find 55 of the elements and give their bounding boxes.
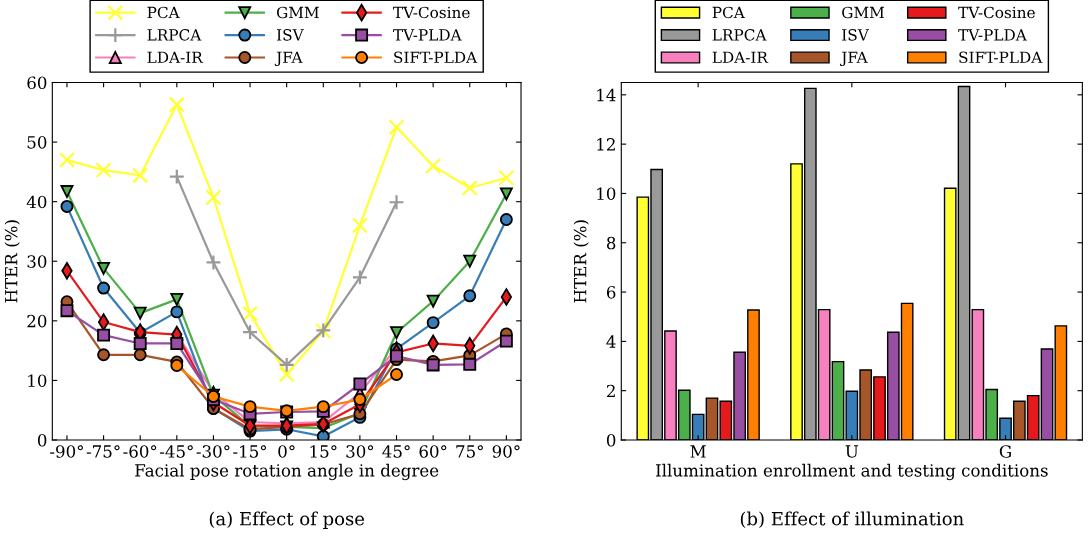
legend-label: GMM <box>276 6 319 19</box>
x-tick-label: 60° <box>419 445 447 458</box>
y-tick-label: 50 <box>27 136 47 149</box>
legend-label: TV-PLDA <box>958 29 1027 41</box>
x-tick-label: -60° <box>123 445 157 458</box>
text: (a) Effect of pose <box>209 511 365 529</box>
x-tick-label: 15° <box>310 445 337 458</box>
x-tick-label: -30° <box>196 445 230 458</box>
y-tick-label: 10 <box>28 374 47 387</box>
legend-label: LDA-IR <box>712 51 769 63</box>
legend-label: JFA <box>839 51 868 67</box>
x-tick-label: U <box>845 445 859 458</box>
x-tick-label: -45° <box>159 445 193 458</box>
legend-label: TV-PLDA <box>393 29 462 41</box>
legend-label: LRPCA <box>712 29 767 41</box>
y-tick-label: 4 <box>606 335 616 348</box>
legend-label: ISV <box>842 29 870 41</box>
legend-label: GMM <box>842 6 884 19</box>
x-tick-label: 0° <box>278 445 295 458</box>
legend-label: LDA-IR <box>147 51 204 63</box>
y-tick-label: 0 <box>606 433 616 447</box>
x-tick-label: 75° <box>456 445 483 458</box>
y-tick-label: 2 <box>606 384 615 398</box>
y-tick-label: 60 <box>27 76 47 90</box>
x-tick-label: 90° <box>492 445 520 458</box>
legend-label: PCA <box>712 6 745 19</box>
y-tick-label: 10 <box>597 187 616 201</box>
text: (b) Effect of illumination <box>740 511 964 529</box>
legend-label: JFA <box>274 51 303 67</box>
legend-label: TV-Cosine <box>393 6 470 19</box>
y-tick-label: 0 <box>37 433 47 447</box>
y-tick-label: 14 <box>597 88 616 102</box>
legend-label: LRPCA <box>147 29 202 41</box>
legend-label: TV-Cosine <box>958 6 1035 19</box>
legend-label: ISV <box>276 29 304 41</box>
x-tick-label: -75° <box>86 445 120 458</box>
legend-label: PCA <box>147 6 180 19</box>
y-axis-title: HTER (%) <box>4 220 20 303</box>
legend-label: SIFT-PLDA <box>394 51 478 64</box>
y-tick-label: 20 <box>27 314 47 328</box>
y-tick-label: 8 <box>606 236 616 250</box>
x-tick-label: -15° <box>233 445 267 458</box>
x-tick-label: -90° <box>50 445 83 458</box>
x-tick-label: M <box>690 445 706 458</box>
x-axis-title: Illumination enrollment and testing conditions <box>656 463 1048 481</box>
y-tick-label: 40 <box>26 195 47 209</box>
legend-label: SIFT-PLDA <box>959 51 1043 64</box>
y-tick-label: 6 <box>606 286 616 299</box>
x-tick-label: G <box>999 445 1011 458</box>
x-tick-label: 30° <box>346 445 374 458</box>
x-tick-label: 45° <box>382 445 410 458</box>
x-axis-title: Facial pose rotation angle in degree <box>135 463 439 481</box>
y-tick-label: 12 <box>597 138 615 151</box>
y-tick-label: 30 <box>27 255 47 268</box>
y-axis-title: HTER (%) <box>573 220 589 303</box>
